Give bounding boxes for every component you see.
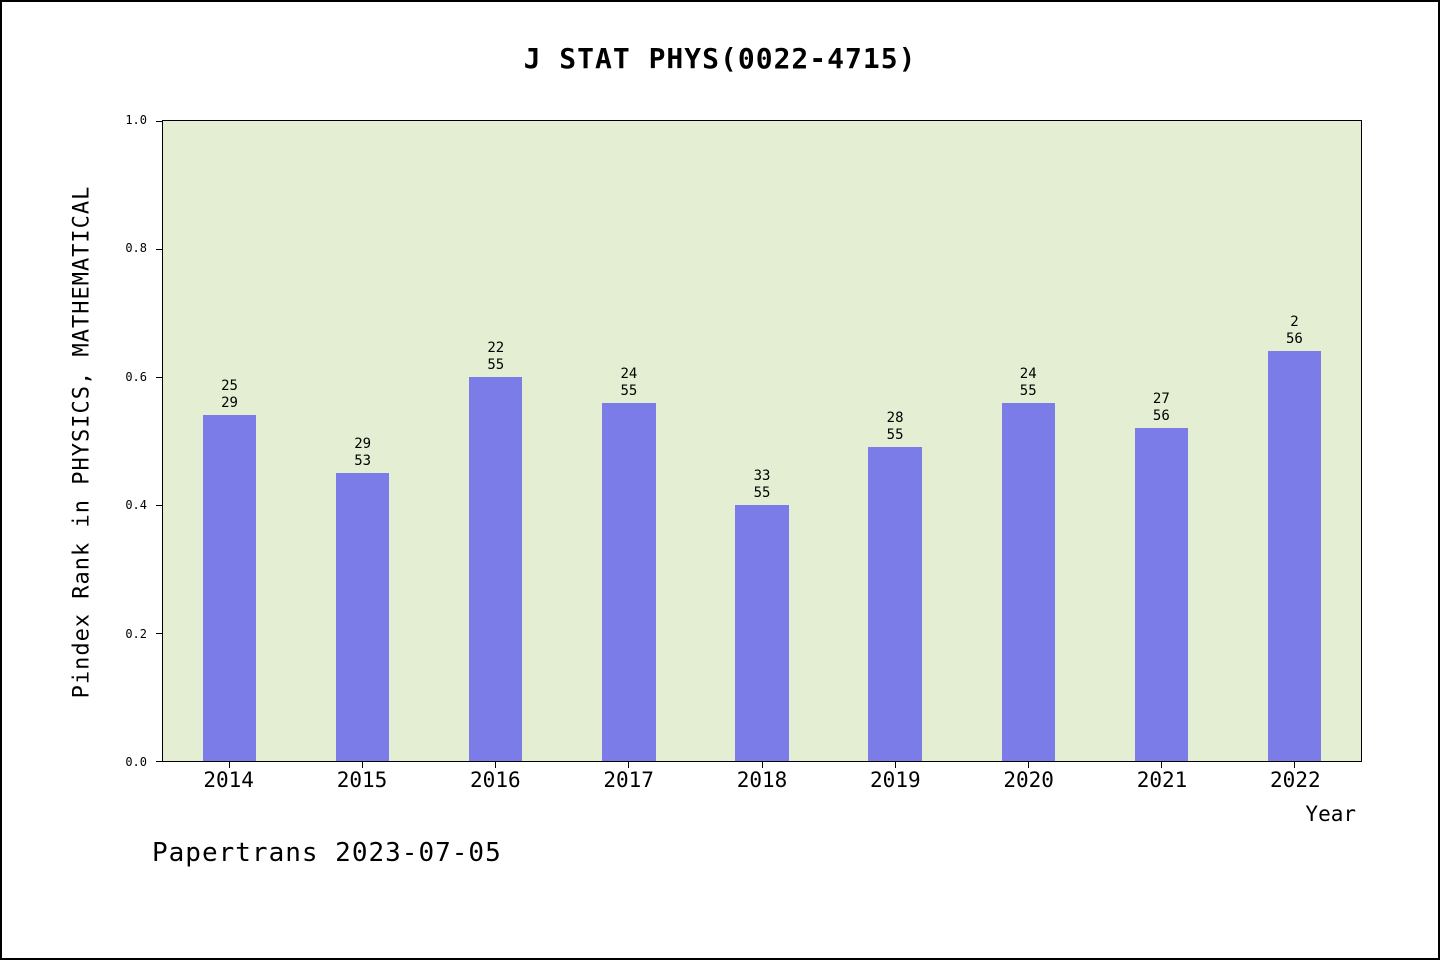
x-tick-mark <box>1293 762 1295 768</box>
y-axis-title: Pindex Rank in PHYSICS, MATHEMATICAL <box>69 185 95 699</box>
bar-value-denominator: 55 <box>886 427 904 444</box>
bar-value-numerator: 33 <box>753 468 771 484</box>
bar <box>1134 428 1188 761</box>
bar-value-numerator: 29 <box>354 436 372 452</box>
chart-title: J STAT PHYS(0022-4715) <box>523 42 917 75</box>
x-tick-mark <box>761 762 763 768</box>
y-tick-label: 0.8 <box>125 241 147 256</box>
bar <box>336 473 390 761</box>
bar <box>602 402 656 761</box>
bar-value-numerator: 22 <box>487 340 505 356</box>
bar-value-denominator: 55 <box>487 357 505 373</box>
y-tick-mark <box>156 632 162 634</box>
y-tick-mark <box>156 376 162 378</box>
y-tick-label: 0.4 <box>125 498 147 513</box>
bar-value-label: 29 53 <box>354 436 371 470</box>
bar-value-label: 25 29 <box>221 378 238 412</box>
y-tick-label: 0.2 <box>125 626 147 641</box>
bar-value-denominator: 29 <box>221 395 238 412</box>
x-tick-mark <box>495 762 497 768</box>
x-tick-label: 2014 <box>203 768 254 792</box>
x-tick-label: 2018 <box>736 768 788 792</box>
x-tick-mark <box>894 762 896 768</box>
bar-value-label: 2 56 <box>1286 314 1303 348</box>
x-tick-label: 2022 <box>1270 768 1321 792</box>
x-tick-label: 2015 <box>336 768 388 792</box>
bar-value-numerator: 27 <box>1152 391 1170 408</box>
y-tick-mark <box>156 504 162 506</box>
bar <box>735 505 789 761</box>
bar <box>1001 402 1055 761</box>
bar-value-denominator: 55 <box>1019 382 1037 399</box>
y-axis: 0.0 0.2 0.4 0.6 0.8 1.0 <box>2 113 157 769</box>
bar-value-denominator: 53 <box>354 453 372 469</box>
y-tick-label: 0.6 <box>125 369 147 384</box>
bar-value-label: 28 55 <box>887 410 904 444</box>
x-tick-label: 2016 <box>470 768 521 792</box>
bar-value-label: 24 55 <box>1020 366 1037 400</box>
bar-value-numerator: 2 <box>1290 314 1299 331</box>
bar-value-label: 24 55 <box>620 366 637 400</box>
bar-value-denominator: 55 <box>620 382 638 399</box>
y-tick-mark <box>156 760 162 762</box>
y-tick-mark <box>156 248 162 250</box>
x-axis: 2014 2015 2016 2017 2018 2019 2020 2021 2022 <box>162 768 1362 798</box>
bar-value-numerator: 24 <box>1019 365 1037 382</box>
bar-value-numerator: 28 <box>886 410 904 427</box>
x-tick-mark <box>362 762 364 768</box>
y-tick-mark <box>156 120 162 122</box>
x-tick-label: 2021 <box>1136 768 1188 792</box>
x-tick-mark <box>628 762 630 768</box>
bar-value-denominator: 55 <box>753 485 771 501</box>
bar-value-numerator: 24 <box>620 365 638 382</box>
x-tick-label: 2017 <box>603 768 654 792</box>
bar <box>868 447 922 761</box>
bar-value-numerator: 25 <box>221 378 238 395</box>
y-tick-label: 0.0 <box>125 755 147 769</box>
bar-value-label: 27 56 <box>1153 391 1170 425</box>
x-tick-label: 2020 <box>1003 768 1054 792</box>
x-axis-title: Year <box>1305 802 1356 826</box>
x-tick-mark <box>1160 762 1162 768</box>
plot-area: 25 29 29 53 22 55 24 55 33 55 28 55 24 55 27 56 2 56 <box>156 120 1362 768</box>
bar-value-denominator: 56 <box>1152 408 1170 425</box>
bar <box>1267 351 1322 761</box>
x-tick-mark <box>229 762 231 768</box>
bar-value-label: 33 55 <box>754 468 771 502</box>
bar <box>469 377 523 761</box>
bar <box>202 415 257 761</box>
y-tick-label: 1.0 <box>125 113 147 127</box>
x-tick-label: 2019 <box>870 768 921 792</box>
footer-text: Papertrans 2023-07-05 <box>152 838 502 868</box>
bar-value-denominator: 56 <box>1286 331 1303 348</box>
bar-value-label: 22 55 <box>487 340 504 374</box>
x-tick-mark <box>1027 762 1029 768</box>
